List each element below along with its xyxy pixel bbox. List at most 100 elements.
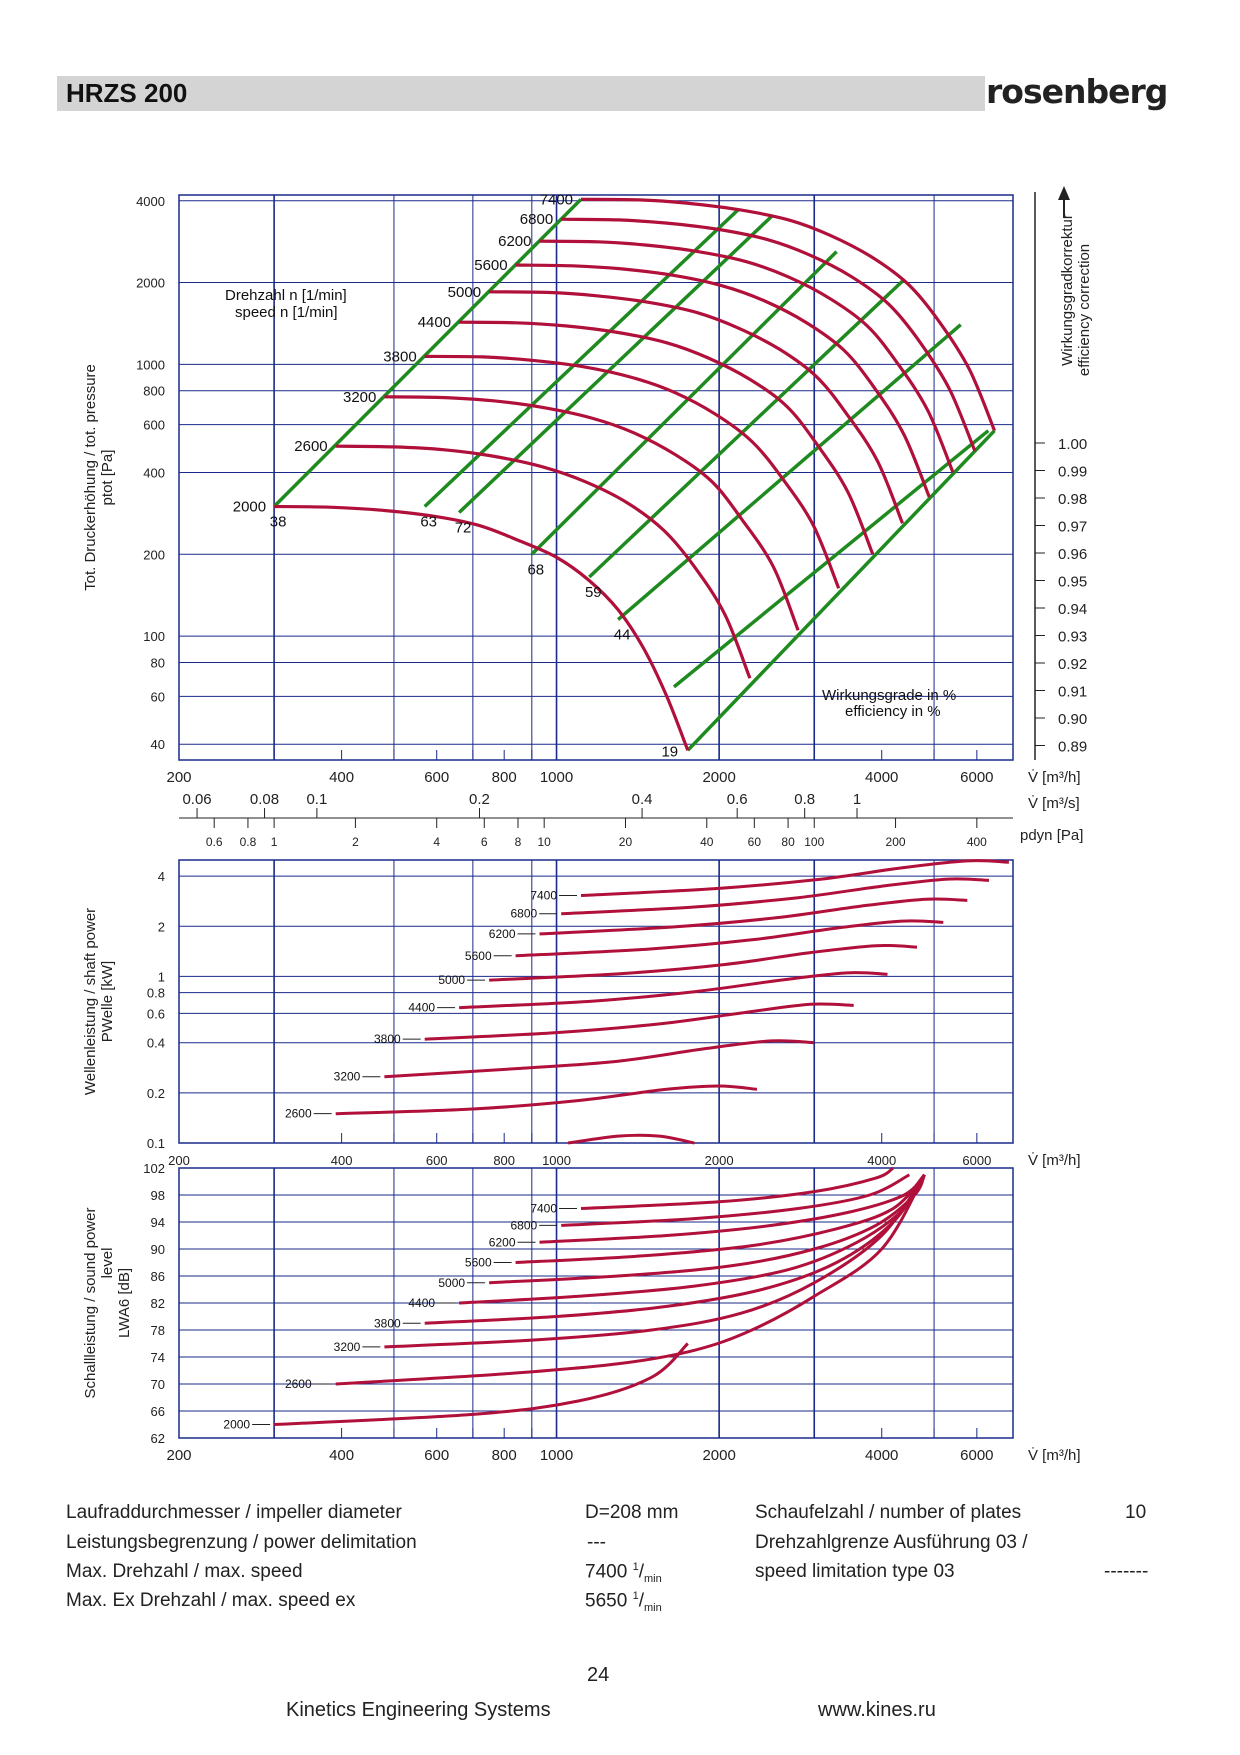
pdyn-tick-label: 400 — [967, 835, 987, 849]
efficiency-label-68: 68 — [527, 561, 544, 578]
efficiency-correction-label: 0.91 — [1058, 684, 1087, 701]
page-number: 24 — [587, 1664, 610, 1686]
footer-company: Kinetics Engineering Systems — [286, 1699, 551, 1721]
panel-1-x-tick-label: 600 — [426, 1153, 448, 1168]
efficiency-line-72 — [457, 215, 773, 514]
efficiency-line-38 — [272, 198, 583, 508]
speed-label-5600: 5600 — [474, 257, 507, 274]
speed-label-2000: 2000 — [233, 498, 266, 515]
panel-1-curve-2000 — [567, 1133, 695, 1145]
speed-label-2600: 2600 — [294, 438, 327, 455]
panel-2-x-tick-label: 2000 — [702, 1447, 735, 1464]
pdyn-tick-label: 1 — [271, 835, 278, 849]
efficiency-line-19 — [686, 429, 996, 752]
panel-1-speed-label-4400: 4400 — [408, 1001, 435, 1015]
panel-1-curve-5000 — [489, 943, 918, 982]
panel-1-curve-2600 — [335, 1084, 758, 1116]
efficiency-annotation-2: efficiency in % — [845, 703, 941, 720]
panel-0-x-tick-label: 2000 — [702, 769, 735, 786]
panel-0-y-tick-label: 40 — [151, 737, 165, 752]
panel-2-speed-label-2600: 2600 — [285, 1377, 312, 1391]
pressure-curve-6200 — [539, 239, 955, 474]
efficiency-label-44: 44 — [614, 627, 631, 644]
efficiency-line-68 — [530, 250, 838, 556]
m3s-tick-label: 0.8 — [794, 791, 815, 808]
panel-2-curve-6800 — [561, 1173, 911, 1227]
panel-2-y-tick-label: 70 — [151, 1377, 165, 1392]
pdyn-tick-label: 200 — [886, 835, 906, 849]
panel-1-x-tick-label: 4000 — [867, 1153, 896, 1168]
panel-1-speed-label-5000: 5000 — [438, 973, 465, 987]
efficiency-correction-label: 1.00 — [1058, 436, 1087, 453]
panel-2-curve-4400 — [459, 1174, 926, 1305]
efficiency-correction-label: 0.96 — [1058, 546, 1087, 563]
panel-2-curve-2000 — [274, 1342, 689, 1426]
efficiency-label-38: 38 — [270, 513, 287, 530]
panel-2-ylabel-1: Schallleistung / sound power — [82, 1208, 99, 1399]
panel-2-speed-label-6200: 6200 — [489, 1235, 516, 1249]
efficiency-label-63: 63 — [420, 513, 437, 530]
efficiency-correction-label: 0.94 — [1058, 601, 1087, 618]
panel-2-y-tick-label: 86 — [151, 1269, 165, 1284]
efficiency-correction-title-1: Wirkungsgradkorrektur — [1059, 214, 1076, 366]
header-bar — [57, 76, 985, 111]
panel-2-speed-label-3800: 3800 — [374, 1316, 401, 1330]
panel-0-x-tick-label: 400 — [329, 769, 354, 786]
efficiency-correction-arrowhead — [1058, 186, 1070, 200]
speed-annotation-2: speed n [1/min] — [235, 304, 338, 321]
speed-annotation-1: Drehzahl n [1/min] — [225, 287, 347, 304]
pdyn-tick-label: 2 — [352, 835, 359, 849]
panel-2-speed-label-7400: 7400 — [530, 1202, 557, 1216]
speed-label-7400: 7400 — [540, 191, 573, 208]
pressure-curve-5600 — [515, 263, 931, 498]
m3s-tick-label: 0.1 — [306, 791, 327, 808]
panel-1-speed-label-5600: 5600 — [465, 949, 492, 963]
pdyn-tick-label: 10 — [537, 835, 551, 849]
pdyn-tick-label: 6 — [481, 835, 488, 849]
speed-label-5000: 5000 — [448, 284, 481, 301]
panel-1-ylabel-1: Wellenleistung / shaft power — [82, 908, 99, 1095]
m3s-unit: V̇ [m³/s] — [1028, 795, 1080, 812]
panel-0-x-tick-label: 200 — [166, 769, 191, 786]
speed-label-3800: 3800 — [383, 348, 416, 365]
panel-2-speed-label-5600: 5600 — [465, 1256, 492, 1270]
efficiency-annotation-1: Wirkungsgrade in % — [822, 687, 956, 704]
panel-1-speed-label-3800: 3800 — [374, 1032, 401, 1046]
panel-1-x-tick-label: 400 — [331, 1153, 353, 1168]
m3s-tick-label: 0.4 — [632, 791, 653, 808]
m3s-tick-label: 1 — [853, 791, 861, 808]
panel-2-x-tick-label: 400 — [329, 1447, 354, 1464]
panel-1-x-tick-label: 200 — [168, 1153, 190, 1168]
panel-1-y-tick-label: 0.6 — [147, 1006, 165, 1021]
panel-0-y-tick-label: 100 — [143, 629, 165, 644]
efficiency-label-59: 59 — [585, 584, 602, 601]
panel-2-ylabel-2: LWA6 [dB] — [116, 1268, 133, 1338]
panel-1-ylabel-2: PWelle [kW] — [99, 961, 116, 1042]
panel-2-y-tick-label: 98 — [151, 1188, 165, 1203]
panel-1-curve-3800 — [424, 1002, 854, 1041]
efficiency-correction-label: 0.99 — [1058, 464, 1087, 481]
panel-2-curve-7400 — [580, 1166, 895, 1210]
panel-1-y-tick-label: 0.8 — [147, 986, 165, 1001]
panel-2-x-unit: V̇ [m³/h] — [1028, 1447, 1081, 1464]
panel-2-speed-label-2000: 2000 — [223, 1418, 250, 1432]
panel-1-speed-label-3200: 3200 — [334, 1070, 361, 1084]
pdyn-tick-label: 60 — [748, 835, 762, 849]
efficiency-correction-label: 0.92 — [1058, 656, 1087, 673]
panel-1-curve-6800 — [561, 877, 990, 916]
panel-2-y-tick-label: 102 — [143, 1161, 165, 1176]
m3s-tick-label: 0.2 — [469, 791, 490, 808]
panel-2-y-tick-label: 78 — [151, 1323, 165, 1338]
panel-0-y-tick-label: 1000 — [136, 357, 165, 372]
panel-2-speed-label-5000: 5000 — [438, 1276, 465, 1290]
panel-1-y-tick-label: 0.4 — [147, 1036, 165, 1051]
efficiency-correction-label: 0.89 — [1058, 739, 1087, 756]
panel-2-x-tick-label: 600 — [424, 1447, 449, 1464]
panel-1-x-tick-label: 1000 — [542, 1153, 571, 1168]
pressure-curve-4400 — [459, 320, 875, 555]
pressure-curve-6800 — [561, 217, 977, 452]
efficiency-label-19: 19 — [661, 743, 678, 760]
panel-0-y-tick-label: 600 — [143, 418, 165, 433]
panel-2-y-tick-label: 66 — [151, 1404, 165, 1419]
panel-1-y-tick-label: 4 — [158, 869, 165, 884]
